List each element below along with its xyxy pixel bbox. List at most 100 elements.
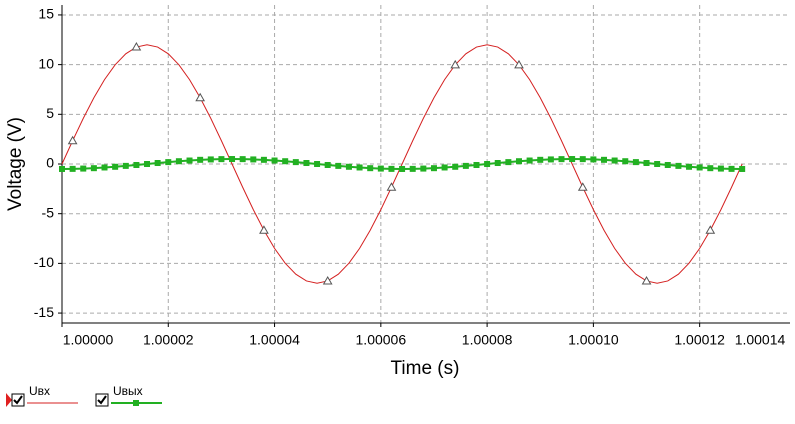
- point-marker: [505, 159, 512, 166]
- point-marker: [144, 161, 151, 167]
- point-marker: [131, 42, 142, 51]
- point-marker: [154, 160, 161, 167]
- point-marker: [462, 162, 469, 169]
- point-marker: [590, 156, 597, 163]
- point-marker: [515, 158, 522, 165]
- cursor-marker: [6, 393, 12, 407]
- point-marker: [577, 182, 588, 191]
- point-marker: [260, 156, 267, 163]
- x-tick-label: 1.00006: [356, 332, 407, 348]
- legend-check: [97, 395, 107, 405]
- point-marker: [67, 135, 78, 145]
- y-tick-label: -5: [42, 204, 55, 220]
- x-tick-label: 1.00004: [249, 332, 300, 348]
- point-marker: [739, 165, 746, 172]
- point-marker: [335, 162, 342, 169]
- point-marker: [537, 156, 544, 163]
- y-axis-title: Voltage (V): [5, 117, 26, 211]
- point-marker: [473, 161, 480, 168]
- point-marker: [322, 275, 333, 285]
- point-marker: [112, 163, 119, 170]
- point-marker: [101, 164, 108, 171]
- point-marker: [175, 158, 182, 165]
- point-marker: [186, 157, 193, 164]
- y-tick-label: 15: [38, 6, 54, 22]
- point-marker: [622, 158, 629, 165]
- point-marker: [218, 156, 225, 163]
- point-marker: [59, 165, 65, 172]
- point-marker: [377, 165, 384, 172]
- point-marker: [641, 275, 652, 285]
- point-marker: [514, 59, 524, 69]
- point-marker: [430, 165, 437, 172]
- point-marker: [450, 59, 461, 69]
- point-marker: [643, 160, 650, 167]
- x-tick-label: 1.00000: [63, 332, 114, 348]
- point-marker: [547, 156, 554, 163]
- y-tick-label: -15: [34, 304, 54, 320]
- point-marker: [664, 161, 671, 168]
- x-tick-label: 1.00002: [143, 332, 194, 348]
- point-marker: [324, 161, 331, 168]
- x-tick-label: 1.00014: [735, 332, 786, 348]
- point-marker: [282, 158, 289, 165]
- point-marker: [195, 92, 206, 102]
- point-marker: [526, 157, 533, 164]
- legend-check: [13, 395, 23, 405]
- point-marker: [611, 157, 618, 164]
- point-marker: [250, 156, 257, 163]
- point-marker: [303, 160, 310, 167]
- point-marker: [122, 162, 129, 169]
- point-marker: [601, 156, 608, 163]
- point-marker: [558, 156, 565, 163]
- point-marker: [80, 165, 87, 172]
- point-marker: [494, 160, 501, 167]
- point-marker: [197, 156, 204, 163]
- point-marker: [165, 159, 172, 166]
- point-marker: [452, 163, 459, 170]
- point-marker: [292, 159, 299, 166]
- point-marker: [90, 165, 97, 172]
- point-marker: [484, 161, 491, 167]
- point-marker: [259, 225, 269, 234]
- x-tick-label: 1.00012: [674, 332, 725, 348]
- point-marker: [579, 156, 586, 163]
- point-marker: [271, 157, 278, 164]
- point-marker: [420, 165, 427, 172]
- point-marker: [675, 162, 682, 169]
- x-axis-title: Time (s): [391, 358, 460, 379]
- legend-label: Uвых: [113, 384, 143, 398]
- point-marker: [705, 225, 716, 234]
- legend-label: Uвх: [29, 384, 50, 398]
- series-line: [61, 44, 743, 284]
- point-marker: [728, 165, 735, 172]
- point-marker: [356, 164, 363, 171]
- point-marker: [239, 156, 246, 163]
- point-marker: [133, 161, 140, 168]
- x-tick-label: 1.00008: [462, 332, 513, 348]
- point-marker: [696, 164, 703, 171]
- point-marker: [686, 163, 693, 170]
- point-marker: [632, 159, 639, 166]
- y-tick-label: 5: [46, 105, 54, 121]
- point-marker: [409, 165, 416, 172]
- y-tick-label: -10: [34, 254, 54, 270]
- point-marker: [388, 165, 395, 172]
- point-marker: [69, 165, 76, 172]
- point-marker: [569, 156, 576, 163]
- y-tick-label: 0: [46, 155, 54, 171]
- point-marker: [386, 182, 397, 191]
- point-marker: [707, 165, 714, 172]
- legend-marker: [133, 400, 139, 406]
- y-tick-label: 10: [38, 55, 54, 71]
- point-marker: [314, 161, 321, 167]
- point-marker: [367, 165, 374, 172]
- point-marker: [207, 156, 214, 163]
- point-marker: [654, 161, 661, 167]
- point-marker: [229, 156, 236, 163]
- point-marker: [399, 165, 406, 172]
- point-marker: [441, 164, 448, 171]
- x-tick-label: 1.00010: [568, 332, 619, 348]
- point-marker: [345, 163, 352, 170]
